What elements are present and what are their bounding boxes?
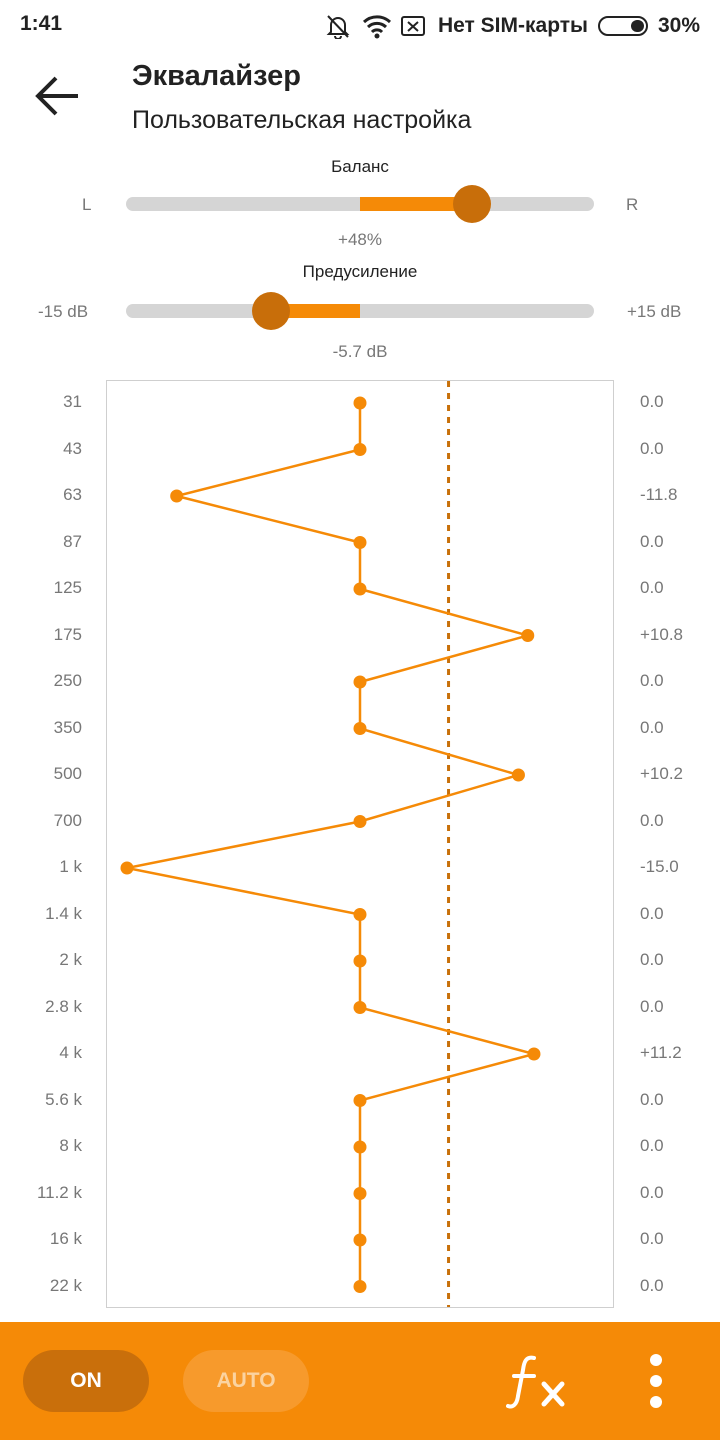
eq-band-point[interactable]: [353, 582, 367, 596]
eq-band-point[interactable]: [353, 675, 367, 689]
on-toggle-button[interactable]: ON: [23, 1350, 149, 1412]
arrow-left-icon: [35, 76, 78, 116]
more-options-button[interactable]: [636, 1348, 676, 1414]
preset-name[interactable]: Пользовательская настройка: [132, 106, 472, 134]
equalizer-graph[interactable]: [106, 380, 614, 1308]
eq-band-point[interactable]: [353, 954, 367, 968]
eq-band-point[interactable]: [353, 1280, 367, 1293]
fx-icon: [506, 1355, 565, 1409]
eq-band-gain: +10.8: [640, 624, 684, 644]
eq-band-frequency: 22 k: [49, 1275, 82, 1295]
eq-band-point[interactable]: [120, 861, 134, 875]
bottom-bar: ON AUTO: [0, 1322, 720, 1440]
eq-band-frequency: 31: [63, 392, 82, 411]
balance-slider[interactable]: [126, 185, 594, 223]
no-sim-icon: [400, 13, 428, 39]
eq-band-point[interactable]: [353, 1140, 367, 1154]
eq-band-gain: 0.0: [640, 438, 664, 458]
eq-band-gain: 0.0: [640, 996, 664, 1016]
preamp-max-label: +15 dB: [627, 302, 682, 321]
status-bar: 1:41 Нет SIM-карты 30%: [0, 0, 720, 52]
preamp-label: Предусиление: [302, 262, 418, 281]
battery-percent: 30%: [657, 14, 700, 37]
eq-band-gain: 0.0: [640, 903, 664, 923]
eq-band-gain: 0.0: [640, 392, 664, 411]
balance-slider-fill: [360, 197, 473, 211]
eq-band-gain: 0.0: [640, 1136, 664, 1155]
eq-band-point[interactable]: [353, 1187, 367, 1200]
eq-band-point[interactable]: [353, 1001, 367, 1014]
status-icons: Нет SIM-карты 30%: [324, 12, 700, 40]
carrier-text: Нет SIM-карты: [437, 14, 588, 37]
eq-band-gain: +11.2: [640, 1043, 682, 1062]
more-vertical-icon: [650, 1354, 662, 1408]
eq-band-gain: 0.0: [640, 1182, 664, 1202]
eq-band-point[interactable]: [353, 1094, 367, 1107]
auto-button[interactable]: AUTO: [183, 1350, 309, 1412]
eq-curve-line: [126, 403, 539, 1287]
eq-band-frequency: 11.2 k: [36, 1182, 82, 1202]
eq-band-frequency: 175: [53, 624, 82, 644]
eq-band-frequency: 2.8 k: [45, 996, 82, 1016]
balance-slider-thumb[interactable]: [453, 185, 492, 223]
eq-band-point[interactable]: [527, 1047, 541, 1061]
balance-right-label: R: [626, 195, 639, 214]
eq-band-frequency: 87: [63, 531, 82, 551]
page-title: Эквалайзер: [132, 60, 301, 92]
eq-band-gain: 0.0: [640, 1275, 664, 1295]
eq-band-gain: 0.0: [640, 578, 664, 597]
eq-band-gain: 0.0: [640, 810, 664, 830]
eq-band-frequency: 16 k: [49, 1229, 82, 1248]
eq-band-frequency: 63: [63, 485, 82, 504]
eq-band-point[interactable]: [353, 908, 367, 921]
eq-band-frequency: 5.6 k: [45, 1089, 82, 1109]
eq-band-point[interactable]: [170, 489, 184, 503]
preamp-value: -5.7 dB: [332, 342, 388, 361]
bell-off-icon: [324, 13, 352, 40]
eq-band-gain: 0.0: [640, 1229, 664, 1248]
preamp-min-label: -15 dB: [38, 302, 89, 321]
preamp-slider-fill: [271, 304, 360, 318]
eq-band-point[interactable]: [353, 722, 367, 735]
eq-band-frequency: 8 k: [59, 1136, 82, 1155]
preamp-slider[interactable]: [126, 292, 594, 330]
eq-band-gain: 0.0: [640, 1089, 664, 1109]
eq-band-gain: -15.0: [640, 857, 679, 876]
eq-band-frequency: 1.4 k: [45, 903, 82, 923]
battery-level: [630, 20, 644, 32]
balance-left-label: L: [82, 195, 92, 214]
eq-band-gain: 0.0: [640, 950, 664, 969]
eq-band-point[interactable]: [353, 1233, 367, 1247]
eq-band-frequency: 700: [53, 810, 82, 830]
wifi-icon: [362, 13, 392, 39]
eq-band-frequency: 350: [53, 717, 82, 737]
eq-band-point[interactable]: [353, 443, 367, 456]
equalizer-curve[interactable]: [0, 0, 720, 1320]
eq-band-gain: +10.2: [640, 764, 684, 783]
preamp-slider-thumb[interactable]: [252, 292, 291, 330]
balance-label: Баланс: [331, 157, 389, 176]
eq-band-point[interactable]: [353, 815, 367, 828]
balance-value: +48%: [338, 230, 382, 249]
eq-band-point[interactable]: [521, 629, 535, 642]
eq-band-gain: 0.0: [640, 717, 664, 737]
eq-band-gain: -11.8: [640, 485, 678, 504]
eq-band-frequency: 4 k: [59, 1043, 82, 1062]
eq-band-point[interactable]: [511, 768, 525, 782]
eq-band-frequency: 43: [63, 438, 82, 458]
eq-band-point[interactable]: [353, 536, 367, 549]
fx-button[interactable]: [506, 1352, 572, 1412]
eq-band-frequency: 1 k: [59, 857, 82, 876]
eq-band-point[interactable]: [353, 396, 367, 410]
eq-band-frequency: 2 k: [59, 950, 82, 969]
eq-band-gain: 0.0: [640, 671, 664, 690]
eq-band-frequency: 125: [53, 578, 82, 597]
eq-band-gain: 0.0: [640, 531, 664, 551]
eq-band-frequency: 500: [53, 764, 82, 783]
status-time: 1:41: [20, 12, 63, 35]
back-button[interactable]: [28, 68, 88, 128]
battery-icon: [597, 16, 648, 36]
eq-band-frequency: 250: [53, 671, 82, 690]
